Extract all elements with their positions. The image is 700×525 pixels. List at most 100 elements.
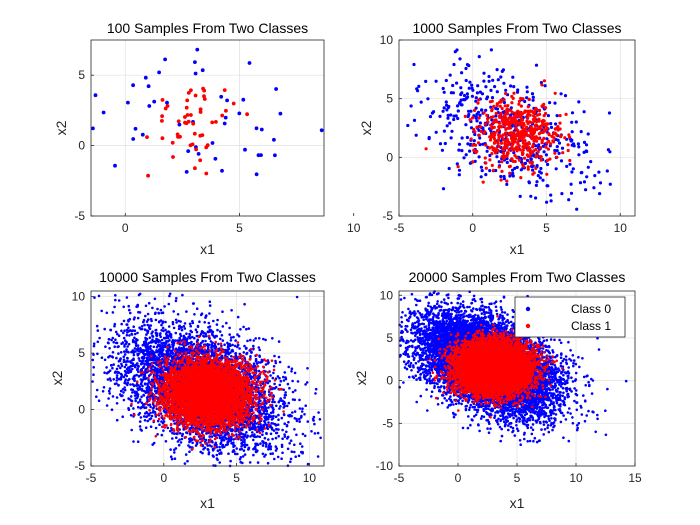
point-class-1 <box>527 105 530 108</box>
point-class-0 <box>230 339 233 342</box>
point-class-0 <box>292 398 295 401</box>
point-class-0 <box>177 313 180 316</box>
point-class-1 <box>543 128 546 131</box>
point-class-0 <box>123 320 126 323</box>
point-class-1 <box>526 116 529 119</box>
point-class-1 <box>532 149 535 152</box>
point-class-1 <box>477 141 480 144</box>
point-class-0 <box>175 297 178 300</box>
point-class-0 <box>525 86 528 89</box>
point-class-0 <box>98 337 101 340</box>
point-class-0 <box>445 79 448 82</box>
point-class-0 <box>93 345 96 348</box>
point-class-0 <box>294 389 297 392</box>
point-class-1 <box>206 143 210 147</box>
point-class-1 <box>508 148 511 151</box>
point-class-0 <box>154 312 157 315</box>
point-class-0 <box>165 440 168 443</box>
point-class-0 <box>424 80 427 83</box>
point-class-0 <box>413 119 416 122</box>
point-class-0 <box>209 300 212 303</box>
point-class-0 <box>307 420 310 423</box>
point-class-1 <box>187 120 191 124</box>
point-class-1 <box>497 128 500 131</box>
point-class-0 <box>310 430 313 433</box>
point-class-0 <box>298 399 301 402</box>
point-class-0 <box>516 166 519 169</box>
point-class-0 <box>207 326 210 329</box>
point-class-0 <box>144 382 147 385</box>
point-class-0 <box>97 341 100 344</box>
point-class-0 <box>527 180 530 183</box>
point-class-0 <box>478 155 481 158</box>
point-class-0 <box>129 312 132 315</box>
point-class-0 <box>565 165 568 168</box>
y-tick-label: 5 <box>386 92 393 106</box>
point-class-0 <box>133 354 136 357</box>
point-class-1 <box>568 159 571 162</box>
point-class-0 <box>512 174 515 177</box>
point-class-0 <box>141 325 144 328</box>
point-class-0 <box>234 345 237 348</box>
point-class-1 <box>551 139 554 142</box>
point-class-0 <box>262 444 265 447</box>
point-class-0 <box>128 343 131 346</box>
point-class-1 <box>183 121 187 125</box>
point-class-0 <box>550 126 553 129</box>
point-class-0 <box>174 457 177 460</box>
point-class-0 <box>482 72 485 75</box>
point-class-0 <box>464 67 467 70</box>
point-class-1 <box>484 123 487 126</box>
point-class-1 <box>506 151 509 154</box>
point-class-1 <box>508 124 511 127</box>
point-class-0 <box>179 333 182 336</box>
point-class-0 <box>468 81 471 84</box>
point-class-0 <box>154 298 157 301</box>
point-class-0 <box>147 313 150 316</box>
point-class-0 <box>244 433 247 436</box>
point-class-0 <box>548 101 551 104</box>
point-class-0 <box>137 401 140 404</box>
point-class-0 <box>188 450 191 453</box>
point-class-1 <box>521 113 524 116</box>
point-class-1 <box>500 178 503 181</box>
point-class-1 <box>193 132 197 136</box>
point-class-0 <box>161 434 164 437</box>
point-class-1 <box>504 112 507 115</box>
point-class-0 <box>218 461 221 464</box>
point-class-1 <box>183 115 187 119</box>
point-class-1 <box>495 112 498 115</box>
point-class-1 <box>535 154 538 157</box>
point-class-0 <box>270 433 273 436</box>
point-class-0 <box>262 441 265 444</box>
point-class-0 <box>152 335 155 338</box>
point-class-0 <box>126 345 129 348</box>
point-class-1 <box>505 180 508 183</box>
point-class-1 <box>534 124 537 127</box>
point-class-0 <box>435 131 438 134</box>
point-class-1 <box>540 83 543 86</box>
point-class-0 <box>570 170 573 173</box>
point-class-0 <box>216 457 219 460</box>
point-class-0 <box>282 388 285 391</box>
point-class-0 <box>294 455 297 458</box>
point-class-0 <box>287 436 290 439</box>
point-class-0 <box>209 304 212 307</box>
point-class-0 <box>257 378 260 381</box>
point-class-0 <box>255 126 259 130</box>
point-class-0 <box>463 98 466 101</box>
point-class-0 <box>464 123 467 126</box>
point-class-0 <box>570 121 573 124</box>
point-class-0 <box>281 437 284 440</box>
point-class-0 <box>560 192 563 195</box>
point-class-1 <box>542 137 545 140</box>
point-class-0 <box>184 462 187 465</box>
point-class-0 <box>103 386 106 389</box>
point-class-0 <box>116 342 119 345</box>
point-class-1 <box>528 98 531 101</box>
point-class-0 <box>216 329 219 332</box>
point-class-0 <box>450 136 453 139</box>
point-class-0 <box>149 406 152 409</box>
point-class-0 <box>531 92 534 95</box>
point-class-0 <box>203 335 206 338</box>
